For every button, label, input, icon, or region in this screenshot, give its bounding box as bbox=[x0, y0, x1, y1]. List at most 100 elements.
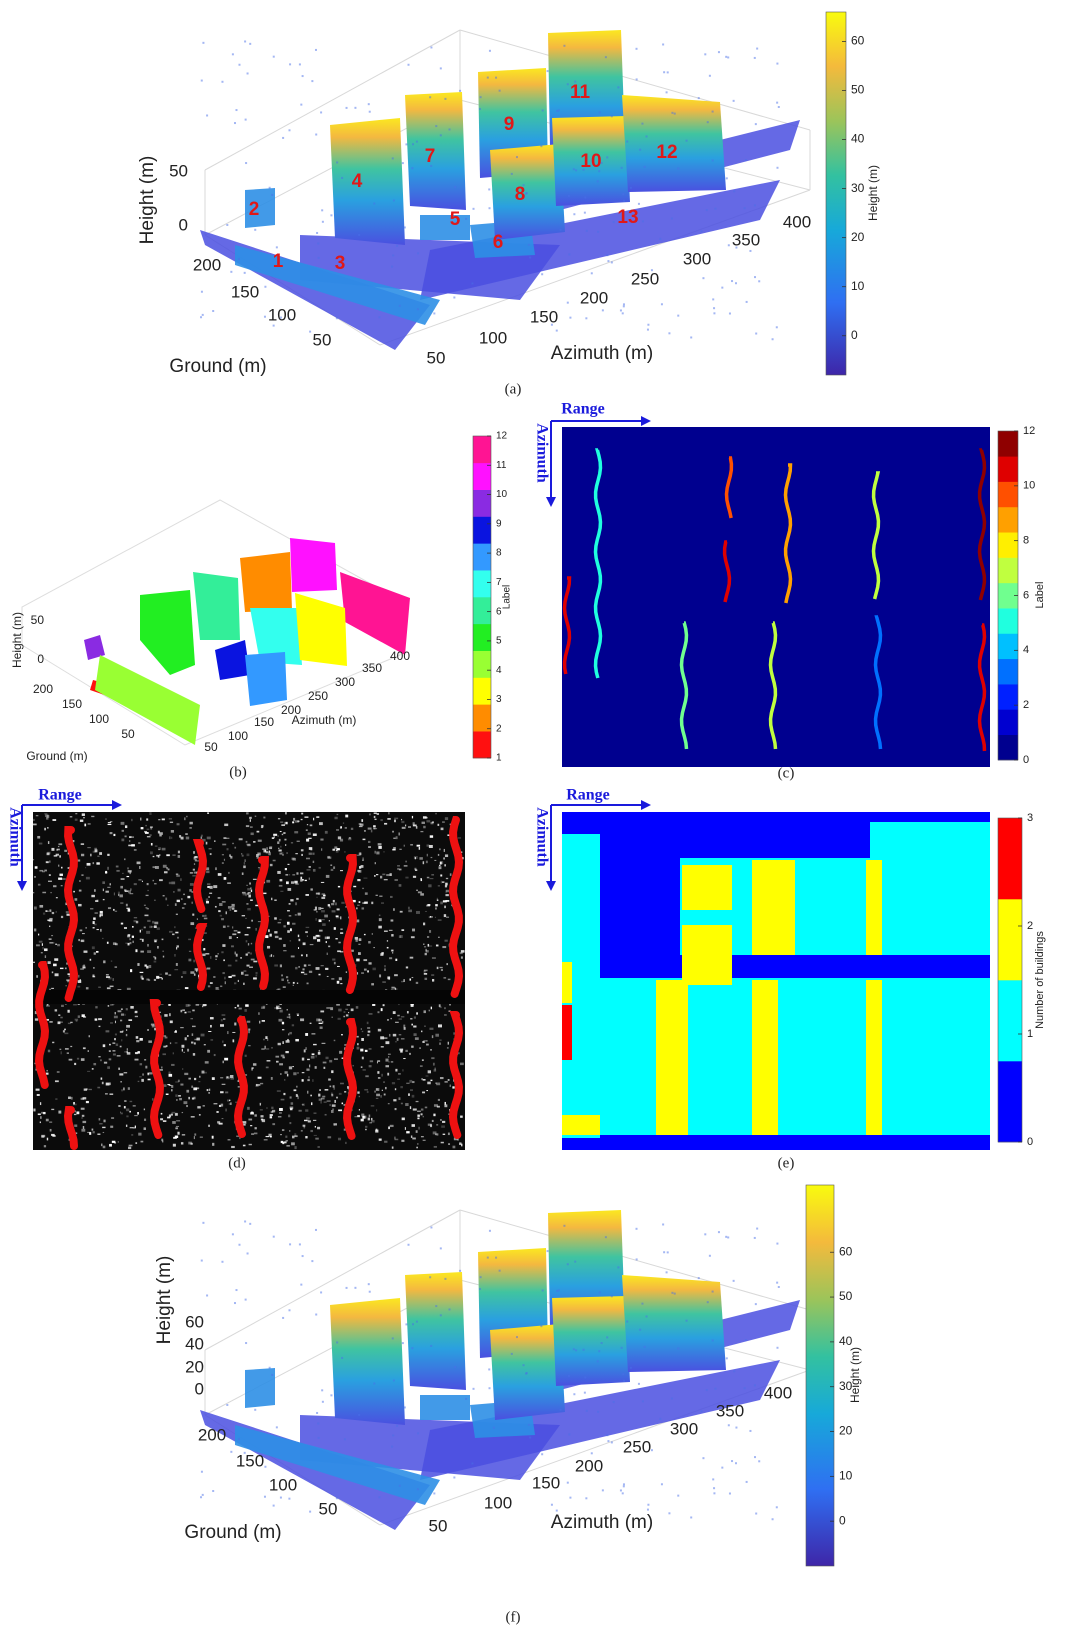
scatter-speck bbox=[314, 48, 317, 51]
sar-speckle bbox=[397, 865, 400, 867]
y-tick-label: 100 bbox=[268, 305, 296, 324]
low-building bbox=[245, 188, 275, 228]
sar-speckle bbox=[336, 965, 340, 967]
sar-speckle bbox=[364, 901, 368, 904]
sar-speckle bbox=[133, 849, 137, 851]
building-number: 6 bbox=[493, 232, 504, 253]
scatter-speck bbox=[622, 303, 625, 306]
boundary-line bbox=[34, 961, 50, 1089]
sar-speckle bbox=[153, 939, 158, 941]
sar-speckle bbox=[77, 980, 82, 983]
scatter-speck bbox=[435, 1305, 438, 1308]
scatter-speck bbox=[573, 213, 576, 216]
sar-speckle bbox=[232, 1039, 235, 1043]
sar-speckle bbox=[148, 979, 151, 982]
sar-speckle bbox=[334, 1099, 336, 1103]
scatter-speck bbox=[343, 1438, 346, 1441]
sar-speckle bbox=[431, 874, 435, 876]
sar-speckle bbox=[391, 1082, 396, 1085]
scatter-speck bbox=[373, 1382, 376, 1385]
azimuth-label: Azimuth bbox=[533, 807, 550, 867]
sar-speckle bbox=[418, 1126, 421, 1130]
sar-speckle bbox=[177, 850, 180, 854]
sar-speckle bbox=[422, 1139, 426, 1141]
scatter-speck bbox=[753, 1236, 756, 1239]
colorbar-tick-label: 2 bbox=[1023, 699, 1029, 711]
sar-speckle bbox=[152, 855, 155, 858]
scatter-speck bbox=[317, 1422, 320, 1425]
sar-speckle bbox=[363, 933, 366, 936]
sar-speckle bbox=[420, 1113, 423, 1116]
sar-speckle bbox=[67, 852, 69, 855]
colorbar-tick-label: 8 bbox=[1023, 535, 1029, 547]
sar-speckle bbox=[368, 962, 372, 965]
sar-speckle bbox=[186, 1104, 188, 1108]
sar-speckle bbox=[132, 940, 134, 943]
sar-speckle bbox=[189, 889, 192, 892]
sar-speckle bbox=[203, 1044, 206, 1046]
sar-speckle bbox=[45, 910, 48, 913]
sar-speckle bbox=[281, 978, 284, 981]
sar-speckle bbox=[168, 1073, 173, 1077]
sar-speckle bbox=[141, 977, 144, 980]
sar-speckle bbox=[149, 925, 153, 929]
sar-speckle bbox=[339, 870, 344, 872]
sar-speckle bbox=[345, 1014, 349, 1017]
sar-speckle bbox=[251, 1067, 253, 1071]
sar-speckle bbox=[413, 1016, 417, 1019]
scatter-speck bbox=[430, 164, 433, 167]
sar-speckle bbox=[439, 1006, 442, 1009]
sar-speckle bbox=[127, 942, 130, 946]
sar-speckle bbox=[64, 967, 67, 970]
sar-speckle bbox=[247, 1106, 250, 1110]
sar-speckle bbox=[435, 1082, 437, 1085]
sar-speckle bbox=[232, 842, 234, 845]
sar-speckle bbox=[261, 1020, 265, 1022]
sar-speckle bbox=[316, 816, 320, 818]
sar-speckle bbox=[384, 968, 386, 971]
colorbar-band bbox=[998, 818, 1022, 900]
sar-speckle bbox=[189, 827, 192, 829]
sar-speckle bbox=[325, 874, 330, 878]
colorbar-label: Height (m) bbox=[866, 165, 880, 221]
sar-speckle bbox=[394, 1041, 397, 1043]
sar-speckle bbox=[275, 1055, 280, 1058]
scatter-speck bbox=[317, 256, 320, 259]
sar-speckle bbox=[64, 1028, 66, 1031]
sar-speckle bbox=[44, 827, 46, 831]
sar-speckle bbox=[112, 942, 117, 945]
sar-speckle bbox=[286, 1016, 290, 1018]
sar-speckle bbox=[125, 1029, 128, 1031]
scatter-speck bbox=[620, 166, 623, 169]
sar-speckle bbox=[398, 1018, 402, 1020]
sar-speckle bbox=[449, 823, 452, 826]
sar-speckle bbox=[343, 1128, 346, 1131]
sar-speckle bbox=[388, 1126, 390, 1130]
sar-speckle bbox=[414, 867, 417, 871]
sar-speckle bbox=[322, 923, 326, 926]
sar-speckle bbox=[36, 944, 40, 947]
sar-speckle bbox=[304, 816, 309, 818]
sar-speckle bbox=[43, 1111, 46, 1115]
sar-speckle bbox=[392, 1033, 397, 1037]
colorbar-band bbox=[998, 658, 1018, 685]
sar-speckle bbox=[91, 815, 95, 818]
sar-speckle bbox=[415, 910, 420, 914]
sar-speckle bbox=[93, 952, 96, 955]
labelled-building bbox=[84, 635, 105, 660]
x-tick-label: 100 bbox=[479, 328, 507, 347]
sar-speckle bbox=[154, 1027, 157, 1031]
sar-speckle bbox=[187, 1035, 189, 1037]
arrow-head bbox=[641, 800, 651, 810]
sar-speckle bbox=[433, 1069, 437, 1072]
sar-speckle bbox=[136, 1040, 140, 1043]
sar-speckle bbox=[313, 936, 317, 940]
sar-speckle bbox=[441, 881, 445, 883]
sar-speckle bbox=[102, 1145, 106, 1149]
sar-speckle bbox=[44, 869, 47, 872]
sar-speckle bbox=[221, 1118, 224, 1120]
sar-speckle bbox=[134, 1115, 138, 1117]
sar-speckle bbox=[154, 845, 158, 847]
sar-speckle bbox=[311, 1053, 315, 1056]
sar-speckle bbox=[328, 945, 331, 948]
